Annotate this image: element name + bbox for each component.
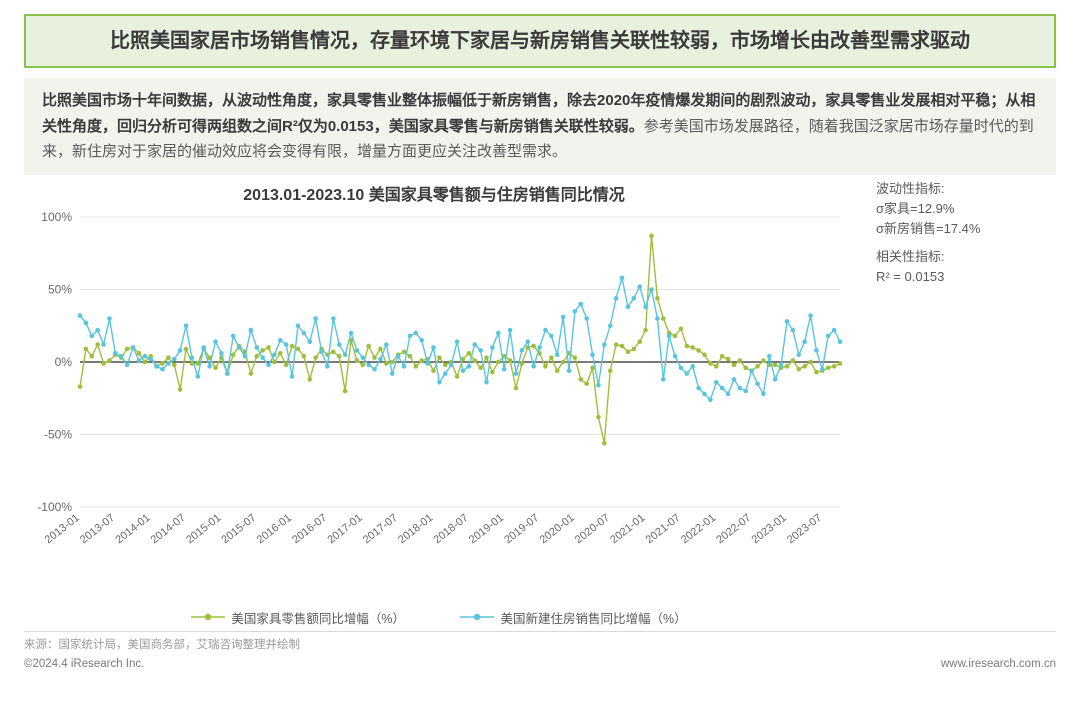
title-box: 比照美国家居市场销售情况，存量环境下家居与新房销售关联性较弱，市场增长由改善型需… bbox=[24, 14, 1056, 68]
svg-text:2023-01: 2023-01 bbox=[750, 511, 789, 545]
svg-text:2019-07: 2019-07 bbox=[502, 511, 541, 545]
footer: ©2024.4 iResearch Inc. www.iresearch.com… bbox=[24, 658, 1056, 670]
svg-text:2016-01: 2016-01 bbox=[255, 511, 294, 545]
legend-marker-newhome-icon bbox=[460, 611, 494, 623]
volatility-block: 波动性指标: σ家具=12.9% σ新房销售=17.4% bbox=[876, 179, 1056, 239]
r-squared: R² = 0.0153 bbox=[876, 267, 1056, 287]
volatility-title: 波动性指标: bbox=[876, 179, 1056, 199]
svg-text:0%: 0% bbox=[55, 355, 73, 369]
legend-label-newhome: 美国新建住房销售同比增幅（%） bbox=[500, 608, 686, 627]
svg-text:2020-01: 2020-01 bbox=[538, 511, 577, 545]
svg-text:2022-01: 2022-01 bbox=[679, 511, 718, 545]
correlation-block: 相关性指标: R² = 0.0153 bbox=[876, 247, 1056, 287]
legend-item-furniture: 美国家具零售额同比增幅（%） bbox=[191, 608, 405, 627]
svg-text:2013-07: 2013-07 bbox=[78, 511, 117, 545]
svg-text:2014-01: 2014-01 bbox=[113, 511, 152, 545]
legend-marker-furniture-icon bbox=[191, 611, 225, 623]
svg-text:2018-07: 2018-07 bbox=[431, 511, 470, 545]
chart-title: 2013.01-2023.10 美国家具零售额与住房销售同比情况 bbox=[24, 181, 844, 205]
copyright: ©2024.4 iResearch Inc. bbox=[24, 658, 144, 670]
website: www.iresearch.com.cn bbox=[941, 658, 1056, 670]
line-chart: -100%-50%0%50%100%2013-012013-072014-012… bbox=[24, 203, 854, 623]
svg-text:100%: 100% bbox=[41, 210, 72, 224]
svg-text:2021-07: 2021-07 bbox=[644, 511, 683, 545]
correlation-title: 相关性指标: bbox=[876, 247, 1056, 267]
svg-text:2017-07: 2017-07 bbox=[361, 511, 400, 545]
chart-area: 2013.01-2023.10 美国家具零售额与住房销售同比情况 波动性指标: … bbox=[24, 179, 1056, 627]
svg-text:2023-07: 2023-07 bbox=[785, 511, 824, 545]
sigma-furniture: σ家具=12.9% bbox=[876, 199, 1056, 219]
svg-text:2013-01: 2013-01 bbox=[43, 511, 82, 545]
svg-text:-50%: -50% bbox=[44, 427, 72, 441]
sigma-newsales: σ新房销售=17.4% bbox=[876, 219, 1056, 239]
svg-text:-100%: -100% bbox=[37, 500, 72, 514]
svg-text:2014-07: 2014-07 bbox=[149, 511, 188, 545]
source-line: 来源：国家统计局，美国商务部，艾瑞咨询整理并绘制 bbox=[24, 631, 1056, 652]
svg-text:2016-07: 2016-07 bbox=[290, 511, 329, 545]
svg-text:2020-07: 2020-07 bbox=[573, 511, 612, 545]
svg-text:2017-01: 2017-01 bbox=[325, 511, 364, 545]
stats-box: 波动性指标: σ家具=12.9% σ新房销售=17.4% 相关性指标: R² =… bbox=[876, 179, 1056, 296]
legend-label-furniture: 美国家具零售额同比增幅（%） bbox=[231, 608, 405, 627]
svg-text:2021-01: 2021-01 bbox=[608, 511, 647, 545]
svg-text:2015-07: 2015-07 bbox=[219, 511, 258, 545]
legend-item-newhome: 美国新建住房销售同比增幅（%） bbox=[460, 608, 686, 627]
svg-text:2018-01: 2018-01 bbox=[396, 511, 435, 545]
description-box: 比照美国市场十年间数据，从波动性角度，家具零售业整体振幅低于新房销售，除去202… bbox=[24, 78, 1056, 175]
svg-text:50%: 50% bbox=[48, 282, 72, 296]
legend: 美国家具零售额同比增幅（%） 美国新建住房销售同比增幅（%） bbox=[24, 608, 854, 627]
page: 比照美国家居市场销售情况，存量环境下家居与新房销售关联性较弱，市场增长由改善型需… bbox=[0, 0, 1080, 724]
svg-text:2022-07: 2022-07 bbox=[714, 511, 753, 545]
svg-text:2015-01: 2015-01 bbox=[184, 511, 223, 545]
main-title: 比照美国家居市场销售情况，存量环境下家居与新房销售关联性较弱，市场增长由改善型需… bbox=[54, 26, 1026, 56]
svg-text:2019-01: 2019-01 bbox=[467, 511, 506, 545]
